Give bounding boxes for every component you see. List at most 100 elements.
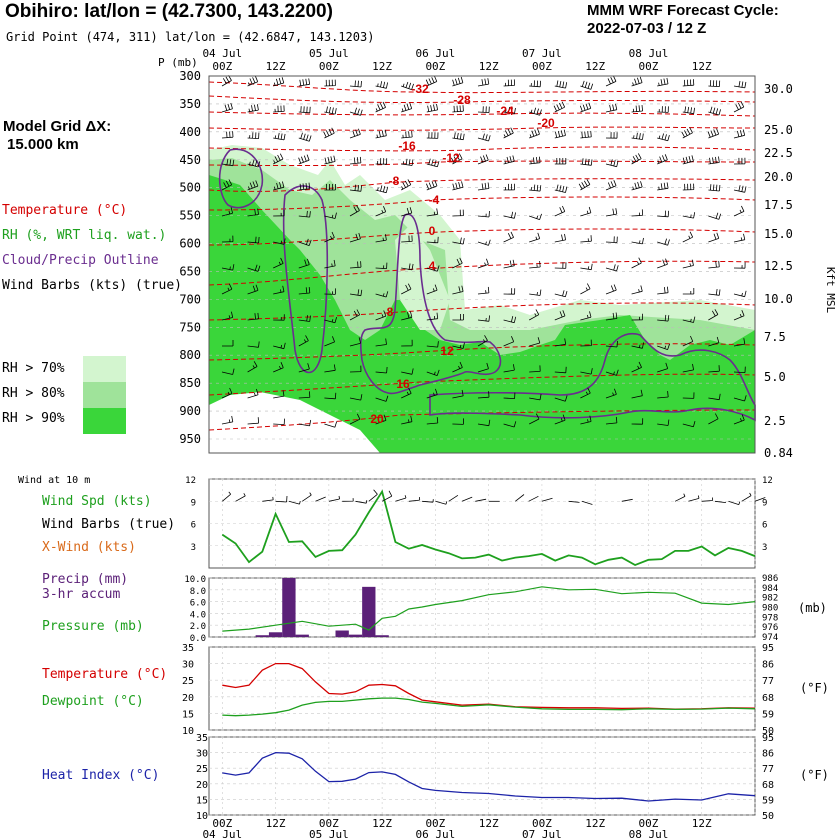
cross-section-wind-barb-203 — [580, 311, 592, 321]
cross-section-wind-barb-52 — [477, 133, 491, 142]
cross-section-wind-barb-156 — [452, 257, 463, 269]
cross-section-wind-barb-80 — [657, 154, 668, 165]
cross-section-wind-barb-63 — [221, 158, 235, 167]
cross-section-wind-barb-183 — [605, 284, 617, 295]
rh-fill-region-2 — [209, 175, 755, 453]
cross-section-wind-barb-177 — [452, 285, 464, 295]
cross-section-wind-barb-47 — [349, 128, 361, 139]
latlon-value: (42.7300, 143.2200) — [161, 1, 333, 22]
cross-section-wind-barb-30 — [452, 105, 464, 113]
cross-section-wind-barb-210 — [222, 340, 234, 347]
surface-wind-barb — [222, 491, 232, 502]
cross-section-wind-barb-37 — [631, 105, 643, 113]
top-hour-label: 00Z — [532, 60, 552, 73]
cross-section-wind-barb-260 — [426, 388, 438, 399]
cross-section-wind-barb-60 — [681, 127, 693, 139]
cross-section-wind-barb-245 — [580, 368, 593, 375]
heat-tick-left: 15 — [196, 795, 208, 806]
cross-section-wind-barb-87 — [298, 182, 311, 191]
cross-section-wind-barb-82 — [708, 156, 720, 165]
kft-tick-label: 17.5 — [764, 198, 793, 212]
surface-wind-barb — [355, 500, 368, 504]
cross-section-wind-barb-234 — [298, 363, 310, 373]
cross-section-wind-barb-145 — [708, 232, 720, 243]
temperature-label: 4 — [429, 259, 436, 273]
cross-section-wind-barb-231 — [221, 368, 235, 375]
cross-section-wind-barb-181 — [554, 290, 568, 298]
temperature-label: 12 — [440, 344, 454, 358]
cross-section-wind-barb-272 — [733, 395, 747, 402]
cross-section-wind-barb-178 — [477, 286, 490, 295]
kft-tick-label: 15.0 — [764, 227, 793, 241]
top-hour-label: 00Z — [425, 60, 445, 73]
cross-section-wind-barb-184 — [631, 285, 643, 295]
cross-section-wind-barb-205 — [631, 313, 643, 321]
precip-tick: 6.0 — [190, 599, 206, 609]
pressure-tick: 984 — [762, 584, 778, 594]
cross-section-wind-barb-286 — [554, 414, 566, 425]
forecast-title: MMM WRF Forecast Cycle: — [587, 2, 779, 19]
cross-section-wind-barb-29 — [426, 103, 438, 113]
wind-speed-line — [221, 489, 756, 566]
cross-section-wind-barb-14 — [580, 80, 594, 90]
temp-tick-right: 50 — [762, 726, 774, 737]
surface-wind-barb — [621, 498, 633, 502]
cross-section-wind-barb-114 — [452, 209, 464, 217]
kft-tick-label: 0.84 — [764, 446, 793, 460]
bottom-hour-label: 12Z — [479, 817, 499, 830]
temp-tick-left: 15 — [182, 709, 194, 720]
kft-tick-label: 30.0 — [764, 82, 793, 96]
heat-tick-left: 20 — [196, 780, 208, 791]
heat-index-panel-frame — [208, 736, 756, 816]
cross-section-wind-barb-119 — [580, 206, 592, 217]
temperature-contour-9 — [208, 260, 756, 286]
cross-section-wind-barb-70 — [401, 158, 414, 166]
wind-tick-left: 9 — [191, 498, 196, 508]
cross-section-wind-barb-8 — [425, 75, 438, 87]
cross-section-wind-barb-136 — [477, 239, 491, 246]
axis-tick-labels: 00Z00Z12Z12Z00Z00Z12Z12Z00Z00Z12Z12Z00Z0… — [158, 47, 837, 840]
cross-section-wind-barb-34 — [553, 101, 566, 113]
wind-tick-right: 6 — [762, 521, 767, 531]
precip-bar — [375, 635, 389, 637]
cross-section-wind-barb-83 — [733, 157, 746, 165]
cross-section-wind-barb-127 — [247, 236, 260, 244]
heat-tick-right: 86 — [762, 749, 774, 760]
wind-tick-left: 12 — [185, 476, 196, 486]
pressure-tick: 978 — [762, 613, 778, 623]
precip-bar — [255, 635, 269, 637]
cross-section-wind-barb-256 — [324, 392, 337, 400]
pressure-tick: 976 — [762, 623, 778, 633]
cross-section-wind-barb-103 — [708, 184, 721, 192]
cross-section-wind-barb-257 — [349, 394, 363, 401]
bottom-day-label: 04 Jul — [202, 828, 242, 840]
top-hour-label: 12Z — [479, 60, 499, 73]
legend-wind: Wind Barbs (kts) (true) — [2, 278, 183, 293]
precip-bar — [282, 578, 296, 637]
rh-label-70: RH > 70% — [2, 361, 65, 376]
cross-section-wind-barb-89 — [349, 184, 362, 192]
cross-section-wind-barb-67 — [324, 155, 336, 165]
station-name: Obihiro: — [5, 1, 79, 22]
cross-section-wind-barb-240 — [452, 361, 463, 373]
cross-section-wind-barb-131 — [349, 232, 361, 243]
latlon-label: lat/lon = — [84, 1, 157, 22]
cross-section-wind-barb-238 — [401, 368, 414, 375]
precip-bar — [348, 634, 363, 637]
cross-section-wind-barb-202 — [554, 310, 566, 321]
cross-section-wind-barb-259 — [401, 387, 412, 399]
cross-section-wind-barb-1 — [247, 76, 259, 87]
temp-units-f: (°F) — [800, 681, 829, 695]
cross-section-wind-barb-264 — [529, 393, 542, 401]
cross-section-wind-barb-241 — [477, 362, 489, 373]
cross-section-wind-barb-224 — [580, 339, 592, 347]
cross-section-wind-barb-102 — [682, 183, 695, 191]
cross-section-wind-barb-209 — [733, 310, 745, 321]
temperature-label: -24 — [496, 104, 514, 118]
cross-section-wind-barb-17 — [657, 77, 669, 87]
cross-section-cloud-outline — [218, 148, 756, 422]
cross-section-wind-barb-134 — [426, 236, 439, 244]
xwind-label: X-Wind (kts) — [42, 540, 136, 555]
cross-section-wind-barb-164 — [657, 258, 668, 269]
cross-section-wind-barb-268 — [631, 389, 643, 399]
